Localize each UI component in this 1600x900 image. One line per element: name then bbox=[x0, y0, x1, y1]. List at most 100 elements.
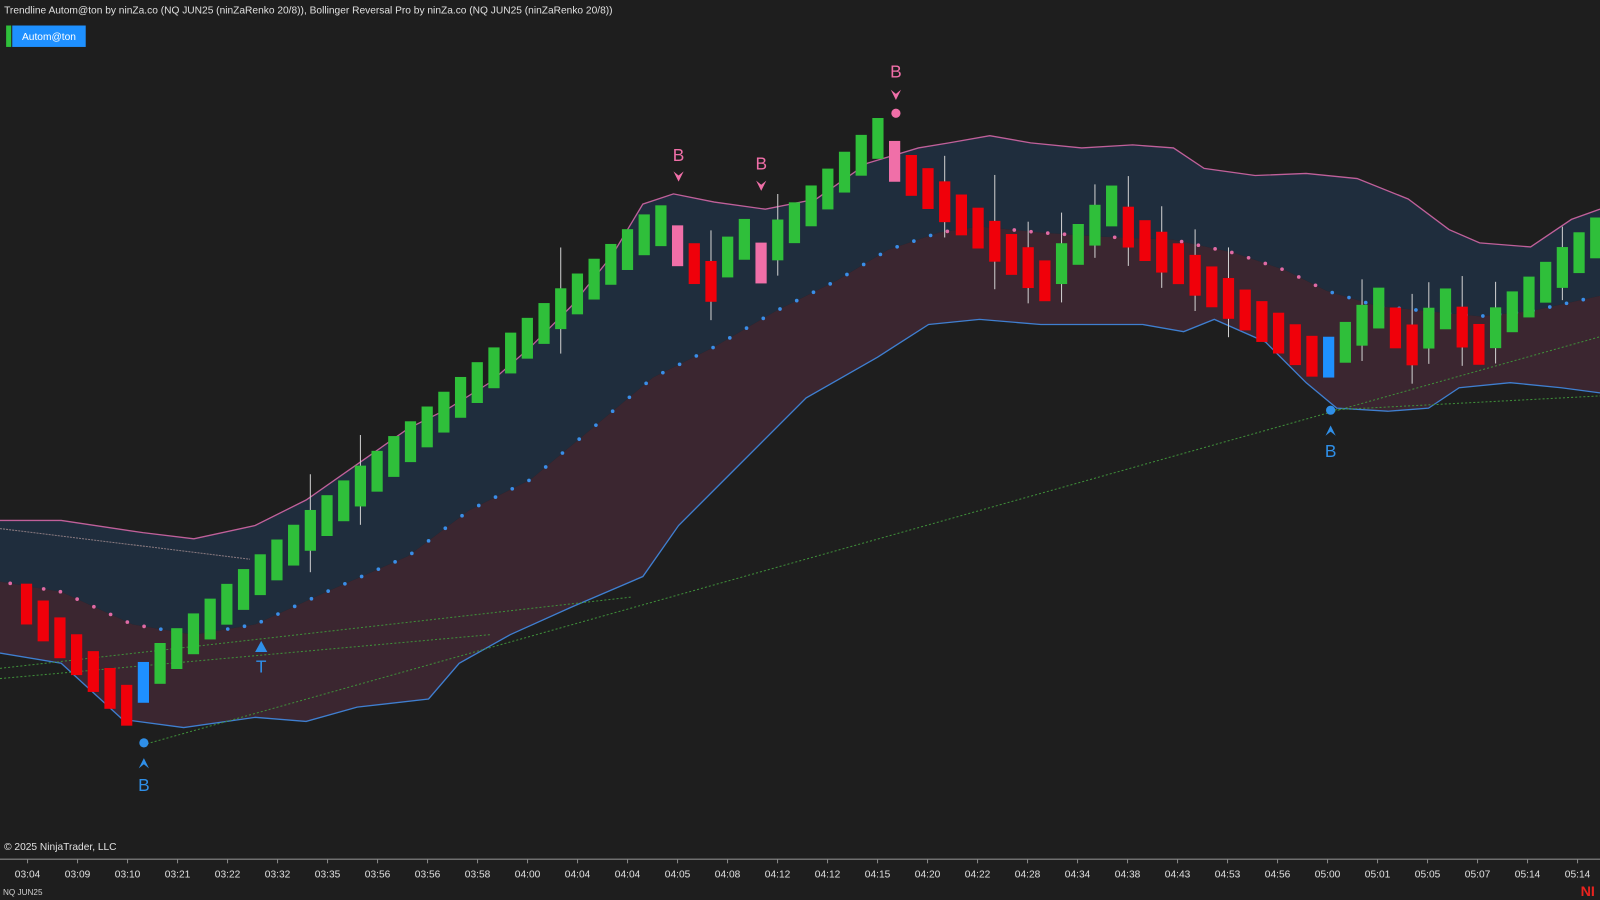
trendline bbox=[1326, 395, 1600, 411]
midline-dot bbox=[1213, 246, 1217, 251]
renko-brick bbox=[37, 600, 49, 642]
signal-label: T bbox=[256, 656, 267, 676]
midline-dot bbox=[292, 604, 297, 609]
autom-button[interactable]: Autom@ton bbox=[12, 25, 86, 47]
time-label: 03:22 bbox=[215, 870, 241, 881]
renko-brick bbox=[505, 332, 517, 374]
time-label: 04:12 bbox=[765, 870, 791, 881]
time-label: 04:00 bbox=[515, 870, 541, 881]
midline-dot bbox=[928, 233, 933, 238]
signal-dot bbox=[139, 738, 149, 748]
renko-brick bbox=[538, 303, 550, 344]
lower-band-fill bbox=[0, 226, 1600, 728]
midline-dot bbox=[811, 290, 816, 295]
midline-dot bbox=[493, 495, 498, 499]
midline-dot bbox=[443, 526, 448, 531]
time-label: 03:56 bbox=[415, 870, 441, 881]
trendline bbox=[142, 336, 1600, 746]
time-label: 04:53 bbox=[1215, 870, 1241, 881]
renko-brick bbox=[1189, 254, 1201, 296]
time-label: 05:05 bbox=[1415, 870, 1441, 881]
signal-arrow bbox=[255, 640, 268, 653]
midline-dot bbox=[343, 581, 347, 586]
signal-dot bbox=[891, 108, 901, 118]
midline-dot bbox=[761, 316, 766, 321]
renko-brick bbox=[1156, 231, 1168, 273]
time-label: 04:28 bbox=[1015, 870, 1041, 881]
renko-brick bbox=[1222, 278, 1235, 319]
renko-brick bbox=[905, 154, 917, 196]
renko-brick bbox=[1556, 247, 1568, 288]
midline-dot bbox=[8, 581, 13, 586]
renko-brick bbox=[1356, 304, 1368, 346]
midline-dot bbox=[1564, 301, 1569, 306]
midline-dot bbox=[41, 587, 46, 591]
time-label: 04:05 bbox=[665, 870, 691, 881]
renko-brick bbox=[1489, 307, 1502, 349]
midline-dot bbox=[75, 597, 79, 601]
copyright: © 2025 NinjaTrader, LLC bbox=[4, 842, 116, 853]
time-label: 04:22 bbox=[965, 870, 991, 881]
midline-dot bbox=[376, 567, 381, 571]
midline-dot bbox=[1029, 229, 1033, 234]
trendline bbox=[0, 528, 251, 560]
upper-band-fill bbox=[0, 135, 1600, 635]
time-label: 03:35 bbox=[315, 870, 341, 881]
time-label: 03:58 bbox=[465, 870, 491, 881]
renko-brick bbox=[1439, 288, 1452, 330]
midline-dot bbox=[326, 589, 331, 593]
midline-dot bbox=[1229, 250, 1234, 255]
time-label: 03:32 bbox=[265, 870, 291, 881]
signal-label: B bbox=[1325, 441, 1337, 461]
midline-dot bbox=[142, 624, 146, 629]
renko-brick bbox=[454, 376, 467, 418]
renko-brick bbox=[972, 207, 984, 249]
renko-brick bbox=[822, 168, 834, 210]
renko-brick bbox=[404, 421, 417, 463]
midline-dot bbox=[158, 627, 163, 632]
renko-brick bbox=[1590, 217, 1600, 259]
renko-brick bbox=[655, 205, 667, 247]
renko-brick bbox=[1289, 324, 1301, 366]
renko-brick bbox=[1072, 224, 1084, 265]
renko-brick bbox=[488, 347, 500, 389]
time-label: 03:10 bbox=[115, 870, 141, 881]
button-bg bbox=[12, 25, 86, 47]
renko-brick bbox=[989, 220, 1001, 262]
renko-brick bbox=[1523, 276, 1535, 318]
signal-label: B bbox=[755, 153, 767, 173]
midline-dot bbox=[543, 465, 548, 469]
time-label: 03:04 bbox=[15, 870, 41, 881]
midline-dot bbox=[1012, 228, 1017, 232]
midline-dot bbox=[727, 336, 732, 340]
midline-dot bbox=[242, 624, 247, 629]
midline-dot bbox=[744, 326, 749, 330]
renko-brick bbox=[87, 651, 99, 692]
chart-title: Trendline Autom@ton by ninZa.co (NQ JUN2… bbox=[4, 5, 612, 16]
midline-dot bbox=[476, 503, 481, 508]
renko-brick bbox=[204, 598, 216, 640]
renko-brick bbox=[1106, 185, 1118, 227]
renko-brick bbox=[1339, 321, 1351, 363]
midline-dot bbox=[276, 612, 280, 616]
time-label: 03:56 bbox=[365, 870, 391, 881]
midline-dot bbox=[1263, 261, 1268, 266]
midline-dot bbox=[711, 345, 715, 350]
midline-dot bbox=[610, 409, 615, 414]
midline-dot bbox=[1280, 267, 1284, 271]
midline-dot bbox=[1112, 235, 1117, 240]
button-accent bbox=[6, 25, 12, 47]
time-label: 05:00 bbox=[1315, 870, 1341, 881]
renko-brick bbox=[254, 554, 266, 596]
midline-dot bbox=[677, 362, 682, 367]
signal-dot bbox=[1326, 405, 1336, 415]
button-label[interactable]: Autom@ton bbox=[22, 32, 76, 43]
renko-brick bbox=[638, 214, 650, 256]
renko-brick bbox=[671, 225, 684, 267]
midline-dot bbox=[225, 627, 230, 631]
midline-dot bbox=[594, 423, 598, 428]
time-label: 04:08 bbox=[715, 870, 741, 881]
